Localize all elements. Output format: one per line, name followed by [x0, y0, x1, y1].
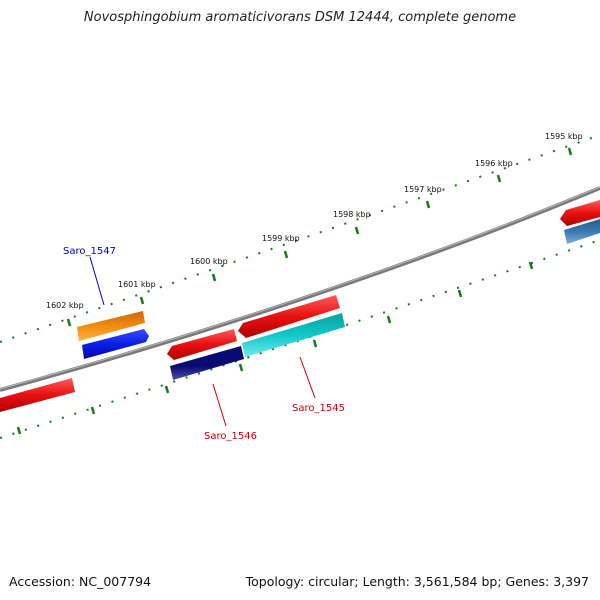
ruler-label-1595: 1595 kbp: [545, 132, 583, 141]
ruler-label-1598: 1598 kbp: [333, 210, 371, 219]
gene-label-saro-1546[interactable]: Saro_1546: [204, 431, 257, 442]
feature-steel-right[interactable]: [564, 219, 600, 244]
callout-saro-1545: [299, 356, 316, 399]
map-title: Novosphingobium aromaticivorans DSM 1244…: [83, 10, 517, 25]
gene-label-saro-1545[interactable]: Saro_1545: [292, 403, 345, 414]
feature-saro-1547-blue[interactable]: [82, 329, 149, 359]
feature-saro-1547-orange[interactable]: [77, 311, 145, 341]
feature-red-left[interactable]: [0, 378, 75, 412]
feature-cyan-saro-1545[interactable]: [242, 313, 345, 357]
ruler-label-1601: 1601 kbp: [118, 280, 156, 289]
feature-red-saro-1545[interactable]: [238, 295, 340, 338]
accession-text: Accession: NC_007794: [9, 574, 152, 589]
gene-label-saro-1547[interactable]: Saro_1547: [63, 246, 116, 257]
genome-backbone-highlight: [0, 186, 600, 390]
outer-major-ticks: [66, 147, 573, 327]
feature-navy-saro-1546[interactable]: [170, 346, 244, 380]
inner-major-ticks: [16, 261, 534, 435]
ruler-label-1596: 1596 kbp: [475, 159, 513, 168]
ruler-label-1599: 1599 kbp: [262, 234, 300, 243]
feature-red-middle[interactable]: [167, 329, 237, 360]
ruler-label-1600: 1600 kbp: [190, 257, 228, 266]
genome-summary-text: Topology: circular; Length: 3,561,584 bp…: [245, 574, 589, 589]
ruler-label-1602: 1602 kbp: [46, 301, 84, 310]
callout-saro-1546: [212, 383, 227, 427]
genome-backbone: [0, 186, 600, 392]
feature-red-right[interactable]: [560, 200, 600, 226]
ruler-label-1597: 1597 kbp: [404, 185, 442, 194]
callout-saro-1547: [89, 256, 105, 306]
